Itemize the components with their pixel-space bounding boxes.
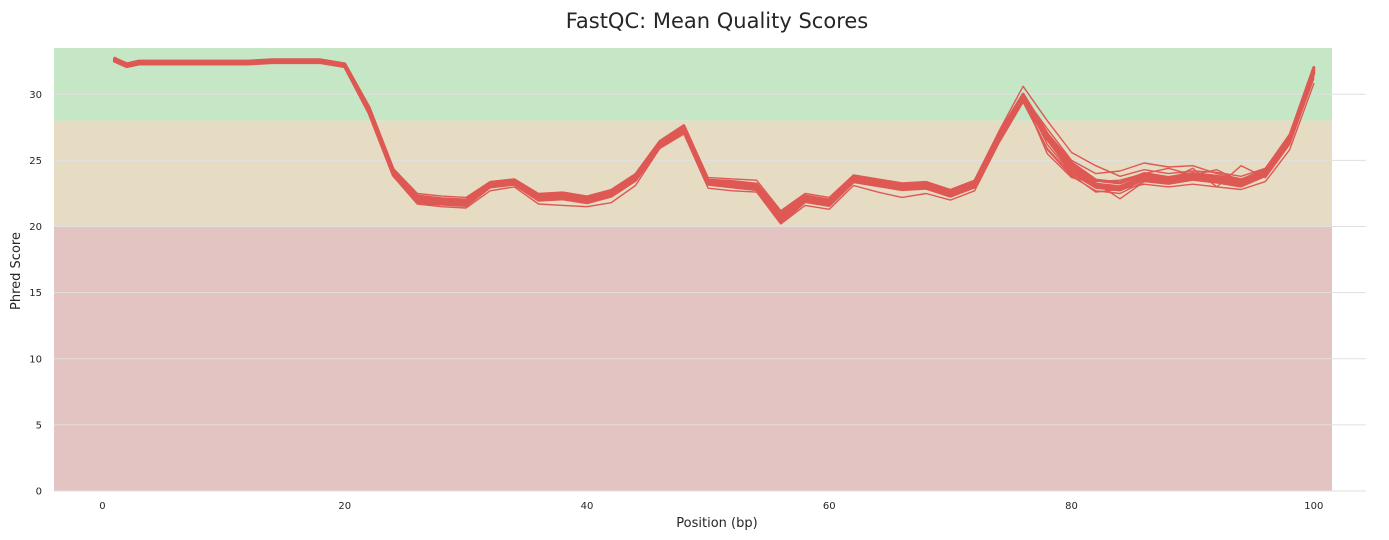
y-tick-label: 15 bbox=[29, 288, 42, 299]
series-line-9 bbox=[113, 59, 1315, 221]
x-tick-label: 80 bbox=[1065, 501, 1078, 512]
series-lines bbox=[112, 56, 1316, 225]
y-axis-label: Phred Score bbox=[9, 232, 24, 310]
x-tick-label: 0 bbox=[99, 501, 105, 512]
y-tick-label: 0 bbox=[36, 487, 42, 498]
y-tick-label: 5 bbox=[36, 420, 42, 431]
x-tick-label: 60 bbox=[823, 501, 836, 512]
y-tick-label: 30 bbox=[29, 90, 42, 101]
quality-band-1 bbox=[54, 120, 1332, 227]
chart-title: FastQC: Mean Quality Scores bbox=[566, 9, 869, 33]
quality-band-0 bbox=[54, 48, 1332, 121]
y-tick-label: 25 bbox=[29, 156, 42, 167]
x-tick-label: 100 bbox=[1304, 501, 1323, 512]
series-line-8 bbox=[113, 60, 1315, 225]
x-axis-label: Position (bp) bbox=[676, 516, 757, 531]
y-tick-label: 10 bbox=[29, 354, 42, 365]
gridlines bbox=[54, 93, 1366, 492]
x-tick-label: 40 bbox=[581, 501, 594, 512]
x-tick-label: 20 bbox=[338, 501, 351, 512]
x-tick-labels: 0 20 40 60 80 100 bbox=[99, 501, 1323, 512]
y-tick-label: 20 bbox=[29, 222, 42, 233]
y-tick-labels: 0 5 10 15 20 25 30 bbox=[29, 90, 42, 498]
